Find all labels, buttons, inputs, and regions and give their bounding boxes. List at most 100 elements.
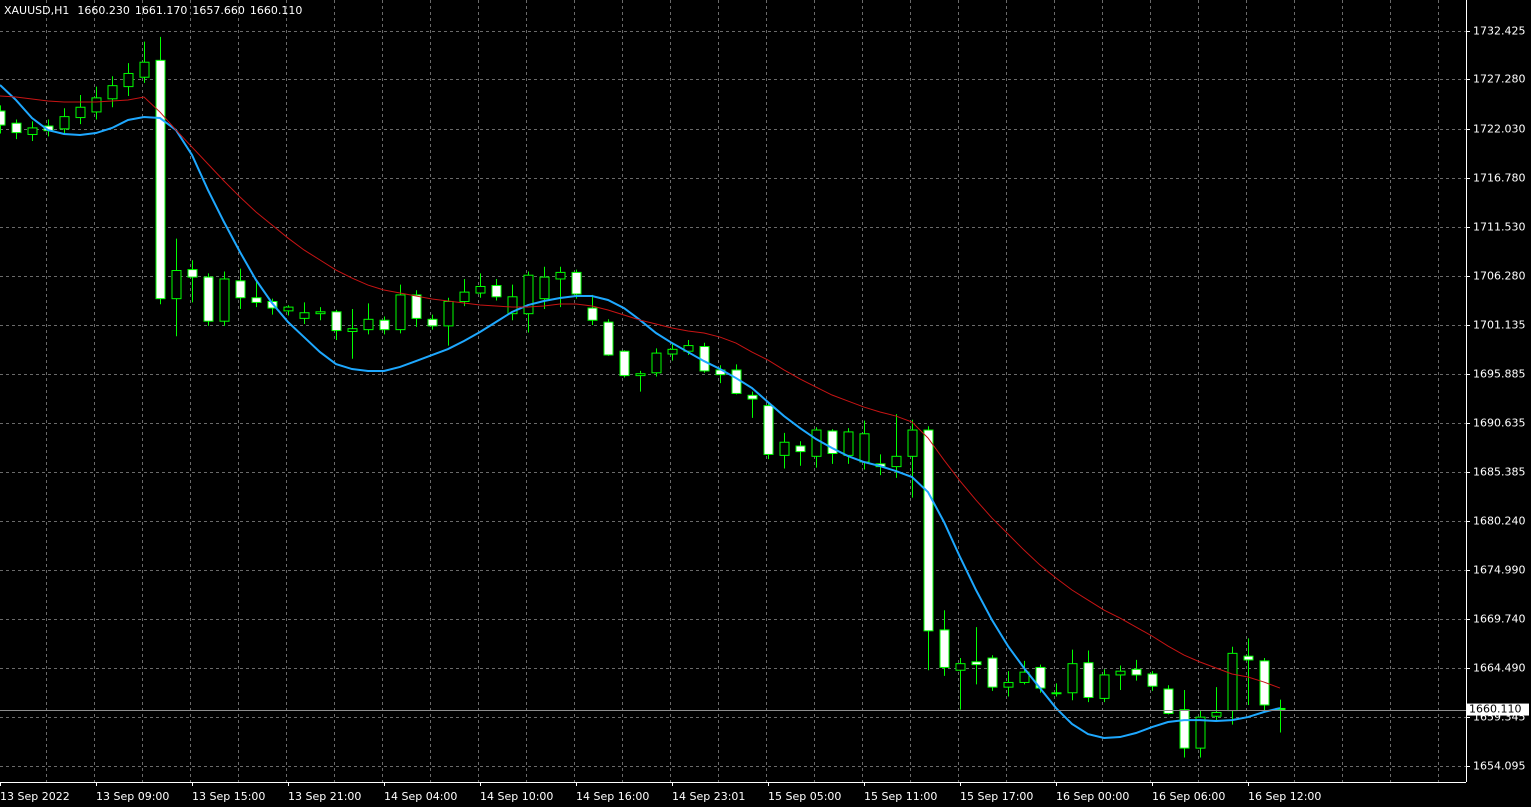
- candle-body: [155, 59, 166, 300]
- candle-body: [1051, 692, 1062, 695]
- candle-body: [827, 430, 838, 454]
- candle-body: [523, 274, 534, 315]
- candle-body: [779, 441, 790, 456]
- candle-body: [667, 348, 678, 355]
- candle-body: [651, 352, 662, 374]
- candle-body: [1083, 662, 1094, 698]
- candle-body: [635, 373, 646, 377]
- candle-body: [795, 445, 806, 453]
- y-tick-label: 1654.095: [1473, 760, 1526, 773]
- chart-title: XAUUSD,H1: [4, 4, 69, 17]
- candle-body: [219, 278, 230, 322]
- y-tick-label: 1701.135: [1473, 319, 1526, 332]
- candle-body: [1147, 673, 1158, 687]
- candle-body: [859, 433, 870, 463]
- current-price-box: [1467, 703, 1529, 716]
- candle-body: [1163, 688, 1174, 714]
- candle-body: [987, 657, 998, 688]
- candle-body: [171, 270, 182, 300]
- candle-body: [571, 271, 582, 295]
- y-tick-label: 1711.530: [1473, 221, 1526, 234]
- x-tick-label: 14 Sep 04:00: [384, 790, 457, 803]
- y-tick-label: 1695.885: [1473, 368, 1526, 381]
- candle-body: [475, 285, 486, 294]
- candle-body: [491, 285, 502, 298]
- x-tick-label: 16 Sep 12:00: [1248, 790, 1321, 803]
- header-low: 1657.660: [192, 4, 245, 17]
- plot: [0, 36, 1286, 758]
- candle-body: [811, 429, 822, 457]
- candle-body: [555, 271, 566, 280]
- candle-body: [955, 663, 966, 671]
- candle-body: [1115, 670, 1126, 676]
- candle-body: [235, 280, 246, 299]
- candle-body: [763, 405, 774, 455]
- candle-body: [443, 300, 454, 327]
- candle-body: [123, 72, 134, 88]
- x-tick-label: 16 Sep 06:00: [1152, 790, 1225, 803]
- candle-body: [923, 429, 934, 632]
- candle-body: [1131, 668, 1142, 676]
- y-tick-label: 1664.490: [1473, 662, 1526, 675]
- x-tick-label: 14 Sep 10:00: [480, 790, 553, 803]
- x-tick-label: 13 Sep 2022: [0, 790, 70, 803]
- current-price-label: 1660.110: [1469, 703, 1522, 716]
- candle-body: [91, 97, 102, 113]
- candle-body: [363, 318, 374, 331]
- y-tick-label: 1680.240: [1473, 515, 1526, 528]
- candle-body: [459, 291, 470, 302]
- candle-body: [75, 106, 86, 119]
- candle-body: [587, 307, 598, 321]
- candle-body: [315, 311, 326, 315]
- candle-body: [1003, 681, 1014, 688]
- y-tick-label: 1669.740: [1473, 613, 1526, 626]
- candle-body: [603, 321, 614, 356]
- candle-body: [1067, 663, 1078, 694]
- header-close: 1660.110: [250, 4, 303, 17]
- candle-body: [539, 276, 550, 300]
- candle-body: [1227, 652, 1238, 712]
- candle-body: [1099, 674, 1110, 699]
- candle-body: [731, 369, 742, 394]
- y-tick-label: 1716.780: [1473, 172, 1526, 185]
- candle-body: [747, 394, 758, 400]
- y-tick-label: 1685.385: [1473, 466, 1526, 479]
- header-open: 1660.230: [77, 4, 130, 17]
- candle-body: [139, 61, 150, 78]
- candle-body: [0, 110, 6, 126]
- candle-body: [283, 306, 294, 312]
- x-tick-label: 13 Sep 15:00: [192, 790, 265, 803]
- candle-body: [907, 429, 918, 457]
- candle-body: [251, 297, 262, 303]
- moving-average-line: [0, 95, 1281, 689]
- y-tick-label: 1706.280: [1473, 270, 1526, 283]
- candle-body: [27, 127, 38, 135]
- candle-body: [411, 294, 422, 319]
- candle-body: [971, 661, 982, 666]
- header-high: 1661.170: [135, 4, 188, 17]
- candle-body: [1259, 660, 1270, 706]
- candle-body: [1019, 671, 1030, 683]
- candle-body: [203, 276, 214, 322]
- x-tick-label: 13 Sep 09:00: [96, 790, 169, 803]
- candle-body: [1179, 709, 1190, 749]
- candle-body: [1195, 716, 1206, 749]
- candle-body: [11, 122, 22, 134]
- x-tick-label: 13 Sep 21:00: [288, 790, 361, 803]
- x-tick-label: 15 Sep 17:00: [960, 790, 1033, 803]
- candle-body: [379, 319, 390, 331]
- x-tick-label: 14 Sep 16:00: [576, 790, 649, 803]
- candle-body: [107, 85, 118, 100]
- y-tick-label: 1674.990: [1473, 564, 1526, 577]
- candle-body: [347, 328, 358, 333]
- candle-body: [427, 318, 438, 327]
- candle-body: [59, 116, 70, 130]
- chart-header: XAUUSD,H1 1660.230 1661.170 1657.660 1660.11…: [4, 4, 302, 17]
- candle-body: [1211, 711, 1222, 717]
- x-tick-label: 15 Sep 11:00: [864, 790, 937, 803]
- y-tick-label: 1727.280: [1473, 73, 1526, 86]
- candle-body: [619, 350, 630, 377]
